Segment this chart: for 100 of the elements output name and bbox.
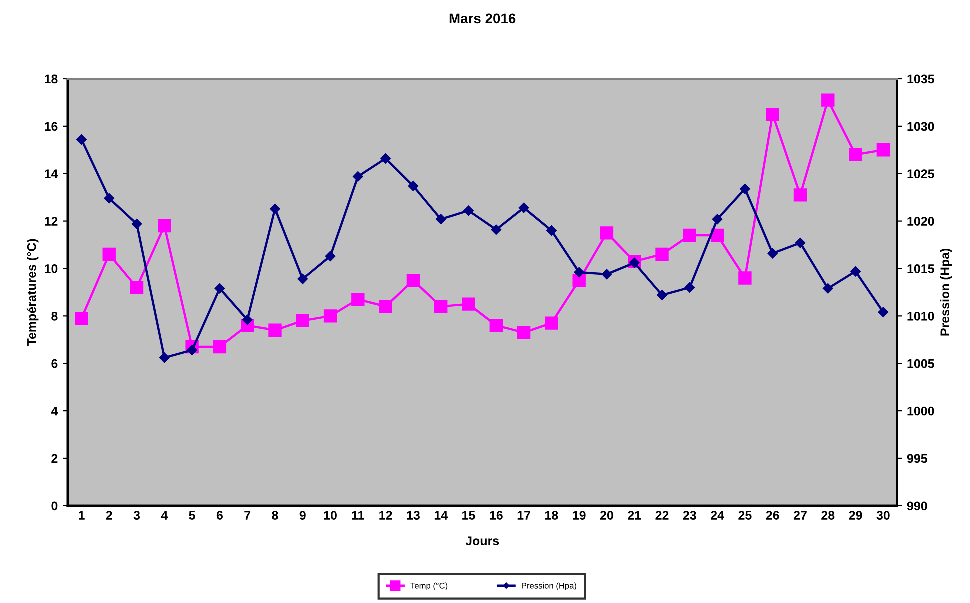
x-tick-label: 9 (300, 511, 306, 520)
x-tick-label: 13 (407, 511, 420, 520)
point (572, 274, 586, 288)
x-tick-label: 6 (216, 511, 223, 520)
point (102, 248, 116, 262)
point (242, 314, 253, 326)
y-tick-label: 18 (45, 74, 58, 84)
y-tick-label: 0 (52, 502, 58, 511)
point (768, 248, 778, 259)
y-axis-title: Températures (°C) (26, 239, 39, 346)
point (298, 274, 308, 284)
x-tick-label: 20 (600, 511, 614, 520)
point (462, 298, 476, 311)
point (353, 172, 364, 182)
point (518, 202, 530, 214)
x-axis-title: Jours (466, 536, 500, 546)
y2-tick-label: 1005 (908, 359, 934, 368)
y2-tick-label: 1015 (908, 264, 934, 274)
x-tick-label: 5 (189, 511, 196, 520)
x-tick-label: 2 (106, 511, 112, 520)
point (324, 310, 338, 323)
x-tick-label: 18 (546, 511, 558, 520)
x-tick-label: 12 (380, 511, 392, 520)
point (683, 228, 697, 242)
point (214, 284, 226, 294)
point (158, 219, 172, 233)
x-tick-label: 7 (244, 511, 251, 520)
point (878, 307, 889, 318)
point (656, 248, 669, 262)
point (794, 188, 808, 202)
point (684, 282, 696, 293)
point (434, 300, 448, 314)
x-tick-label: 11 (352, 511, 364, 520)
y2-tick-label: 990 (907, 502, 928, 511)
y-tick-label: 12 (45, 217, 58, 226)
point (600, 226, 614, 240)
y-tick-label: 2 (52, 454, 58, 464)
point (213, 340, 227, 354)
point (130, 281, 144, 294)
x-tick-label: 8 (272, 511, 278, 520)
point (766, 108, 780, 122)
x-tick-label: 1 (79, 511, 85, 520)
point (436, 214, 446, 225)
point (823, 284, 834, 294)
y2-tick-label: 1035 (908, 74, 934, 84)
y2-tick-label: 1025 (908, 170, 934, 179)
point (546, 226, 557, 236)
x-tick-label: 4 (161, 511, 168, 520)
point (270, 204, 280, 214)
x-tick-label: 22 (656, 511, 669, 520)
point (325, 251, 336, 262)
y2-axis-title: Pression (Hpa) (940, 248, 952, 336)
x-tick-label: 10 (324, 511, 337, 520)
y2-tick-label: 1020 (908, 217, 934, 226)
y-tick-label: 4 (51, 406, 58, 416)
x-tick-label: 23 (683, 511, 696, 520)
point (379, 300, 392, 314)
point (849, 148, 862, 162)
point (822, 94, 835, 107)
point (296, 314, 310, 328)
point (104, 193, 114, 204)
point (517, 326, 531, 340)
y-tick-label: 8 (52, 312, 58, 321)
point (408, 181, 419, 192)
x-tick-label: 29 (849, 511, 862, 520)
point (75, 312, 88, 326)
point (406, 274, 420, 288)
point (657, 290, 668, 300)
x-tick-label: 28 (822, 511, 835, 520)
y-tick-label: 10 (45, 264, 58, 274)
point (380, 154, 391, 164)
x-tick-label: 14 (434, 511, 448, 520)
y-tick-label: 6 (52, 359, 58, 368)
point (490, 319, 503, 332)
legend-label: Temp (°C) (410, 582, 448, 590)
point (738, 272, 752, 285)
x-tick-label: 25 (738, 511, 752, 520)
y2-tick-label: 1000 (908, 406, 934, 416)
point (740, 184, 750, 194)
y2-tick-label: 1030 (908, 122, 934, 132)
point (712, 214, 723, 225)
x-tick-label: 24 (711, 511, 724, 520)
point (268, 324, 282, 337)
y2-tick-label: 995 (907, 454, 928, 464)
y-tick-label: 14 (45, 170, 58, 178)
point (630, 258, 640, 268)
point (850, 266, 861, 277)
point (602, 269, 612, 280)
point (132, 219, 142, 230)
point (795, 238, 806, 248)
x-tick-label: 17 (518, 511, 530, 520)
point (464, 206, 474, 216)
chart-title: Mars 2016 (450, 14, 516, 24)
point (876, 144, 890, 157)
x-tick-label: 27 (794, 511, 807, 520)
x-tick-label: 21 (628, 511, 642, 520)
point (545, 316, 558, 330)
x-tick-label: 19 (573, 511, 586, 520)
x-tick-label: 30 (876, 511, 890, 520)
point (491, 224, 502, 235)
